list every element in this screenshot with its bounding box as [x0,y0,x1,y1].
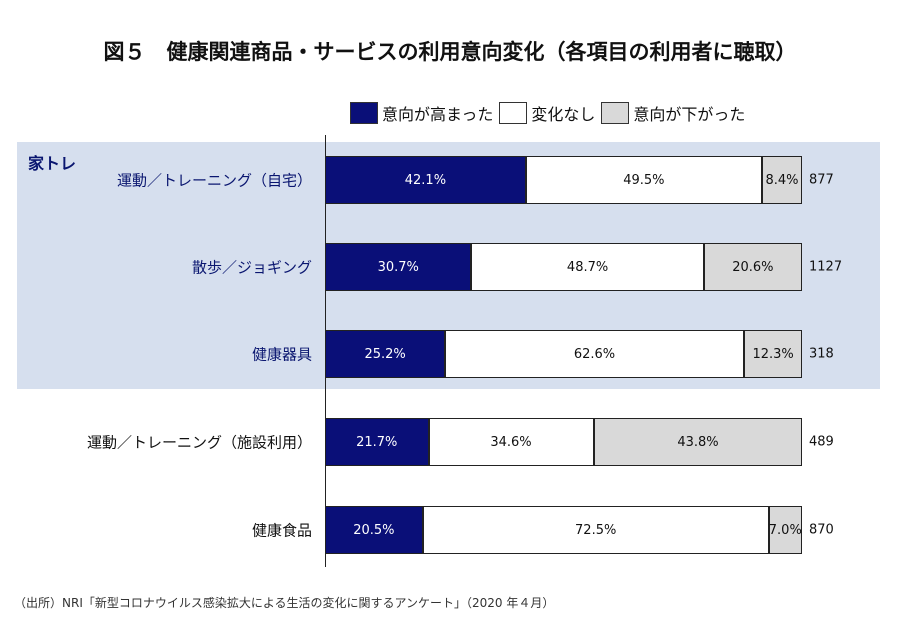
sample-size-label: 318 [809,346,834,362]
bar-segment: 48.7% [471,243,704,291]
legend-label: 意向が高まった [382,105,494,124]
bar-segment: 43.8% [593,418,803,466]
data-label: 20.6% [732,259,774,275]
data-label: 49.5% [623,172,665,188]
data-label: 20.5% [353,522,395,538]
source-note: （出所）NRI「新型コロナウイルス感染拡大による生活の変化に関するアンケート」（… [14,596,555,610]
legend-swatch [601,102,630,124]
bar-segment: 20.5% [325,506,423,554]
data-label: 21.7% [356,434,398,450]
bar-segment: 21.7% [325,418,429,466]
bar-segment: 7.0% [768,506,802,554]
legend: 意向が高まった 変化なし 意向が下がった [350,101,751,125]
bar-segment: 30.7% [325,243,472,291]
legend-swatch [499,102,528,124]
legend-label: 意向が下がった [633,105,746,124]
bar-segment: 12.3% [743,330,803,378]
category-label: 運動／トレーニング（自宅） [116,171,312,190]
category-label: 健康器具 [251,345,312,364]
bar-segment: 72.5% [422,506,769,554]
data-label: 48.7% [566,259,609,275]
data-label: 34.6% [490,434,532,450]
group-label: 家トレ [28,154,77,173]
bar-segment: 42.1% [325,156,526,204]
y-axis-line [325,135,326,567]
bar-segment: 62.6% [445,330,744,378]
category-label: 運動／トレーニング（施設利用） [86,433,312,452]
chart-title: 図５ 健康関連商品・サービスの利用意向変化（各項目の利用者に聴取） [103,40,797,64]
data-label: 25.2% [364,346,406,362]
legend-item-increased: 意向が高まった [350,101,493,125]
sample-size-label: 489 [809,434,834,450]
category-label: 健康食品 [251,521,312,540]
bar-segment: 34.6% [428,418,594,466]
data-label: 72.5% [575,522,617,538]
legend-swatch [350,102,378,124]
legend-label: 変化なし [531,105,596,124]
bar-segment: 8.4% [761,156,802,204]
data-label: 42.1% [404,172,447,188]
data-label: 7.0% [768,522,802,538]
sample-size-label: 1127 [809,259,843,275]
data-label: 62.6% [573,346,616,362]
category-label: 散歩／ジョギング [191,258,312,277]
sample-size-label: 870 [809,522,834,538]
bar-segment: 49.5% [525,156,762,204]
data-label: 43.8% [677,434,719,450]
bar-segment: 25.2% [325,330,446,378]
data-label: 8.4% [765,172,799,188]
bar-segment: 20.6% [703,243,802,291]
sample-size-label: 877 [809,172,834,188]
data-label: 12.3% [752,346,794,362]
legend-item-decreased: 意向が下がった [601,101,745,125]
legend-item-nochange: 変化なし [499,101,595,125]
data-label: 30.7% [377,259,419,275]
